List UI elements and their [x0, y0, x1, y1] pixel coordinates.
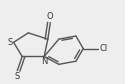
- Text: S: S: [7, 38, 12, 47]
- Text: S: S: [15, 72, 20, 81]
- Text: Cl: Cl: [99, 44, 107, 53]
- Text: N: N: [41, 57, 47, 66]
- Text: O: O: [47, 12, 54, 21]
